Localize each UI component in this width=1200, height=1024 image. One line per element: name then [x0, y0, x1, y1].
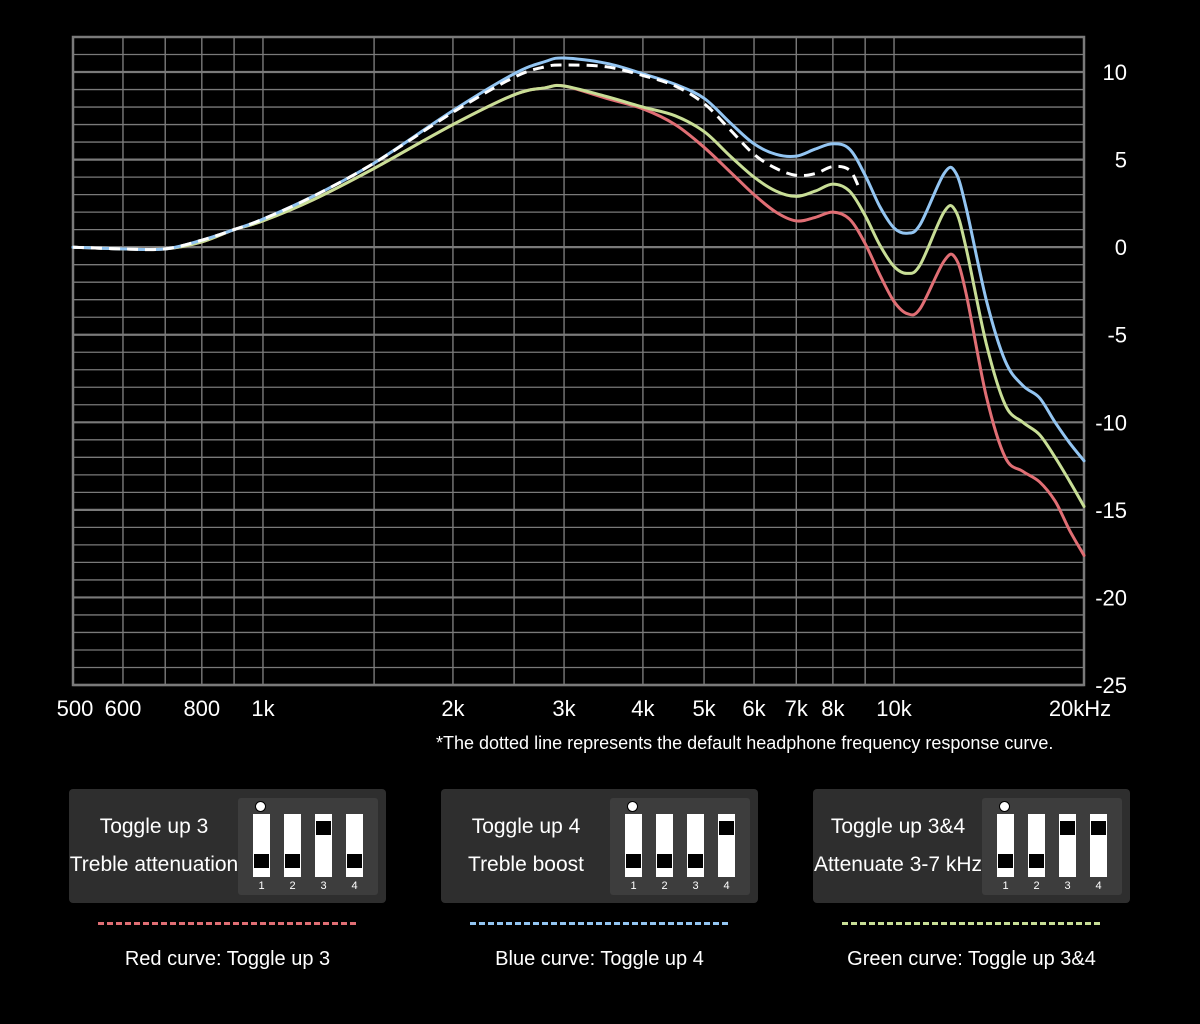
x-tick-label: 600 [105, 696, 142, 721]
x-tick-label: 6k [742, 696, 766, 721]
dip-switch-slot [315, 814, 332, 877]
card-subtitle: Treble boost [468, 853, 584, 876]
dip-switch-slot [997, 814, 1014, 877]
x-tick-label: 800 [183, 696, 220, 721]
y-tick-label: 0 [1115, 235, 1127, 260]
switch-number: 3 [1064, 880, 1071, 892]
toggle-card-red: Toggle up 3 Treble attenuation 1 2 3 4 [69, 789, 386, 903]
chart-footnote: *The dotted line represents the default … [436, 733, 1054, 753]
y-axis-ticks: 10 5 0 -5 -10 -15 -20 -25 [1095, 60, 1127, 698]
dip-switch-slot [656, 814, 673, 877]
switch-number: 4 [351, 880, 358, 892]
switch-knob-down [1029, 854, 1044, 868]
x-tick-label: 3k [552, 696, 576, 721]
switch-knob-down [285, 854, 300, 868]
switch-knob-down [688, 854, 703, 868]
switch-knob-down [626, 854, 641, 868]
switch-number: 1 [1002, 880, 1009, 892]
switch-number: 3 [320, 880, 327, 892]
dip-switch-slot [625, 814, 642, 877]
switch-number: 2 [661, 880, 668, 892]
series-line-1 [71, 83, 1086, 557]
x-tick-label: 10k [876, 696, 912, 721]
card-subtitle: Attenuate 3-7 kHz [813, 853, 983, 876]
dip-switch-slot [253, 814, 270, 877]
switch-indicator-dot [999, 801, 1010, 812]
x-tick-label: 8k [821, 696, 845, 721]
switch-knob-up [719, 821, 734, 835]
x-tick-label: 500 [57, 696, 94, 721]
dip-switch-slot [687, 814, 704, 877]
y-tick-label: -15 [1095, 498, 1127, 523]
series-line-2 [71, 56, 1086, 463]
y-tick-label: 5 [1115, 148, 1127, 173]
chart-curves [71, 56, 1086, 557]
switch-knob-down [254, 854, 269, 868]
x-tick-label: 20kHz [1049, 696, 1111, 721]
card-title: Toggle up 3&4 [830, 815, 966, 838]
chart-grid [71, 35, 1086, 687]
dip-switch-slot [718, 814, 735, 877]
card-subtitle: Treble attenuation [69, 853, 239, 876]
switch-number: 1 [258, 880, 265, 892]
x-tick-label: 7k [785, 696, 809, 721]
plot-frame [71, 35, 1086, 687]
switch-indicator-dot [627, 801, 638, 812]
series-line-3 [71, 83, 1086, 508]
frequency-response-chart: 500 600 800 1k 2k 3k 4k 5k 6k 7k 8k 10k 20kHz 10 5 0 -5… [57, 35, 1127, 721]
switch-knob-down [347, 854, 362, 868]
toggle-card-green: Toggle up 3&4 Attenuate 3-7 kHz 1 2 3 4 [813, 789, 1130, 903]
legend-label-red: Red curve: Toggle up 3 [124, 948, 331, 970]
legend-dash-blue [470, 922, 728, 925]
legend-label-green: Green curve: Toggle up 3&4 [847, 948, 1096, 970]
switch-number: 4 [1095, 880, 1102, 892]
y-tick-label: -10 [1095, 410, 1127, 435]
switch-knob-up [1060, 821, 1075, 835]
legend-dash-red [98, 922, 356, 925]
y-tick-label: -5 [1107, 323, 1127, 348]
x-tick-label: 2k [441, 696, 465, 721]
legend-label-blue: Blue curve: Toggle up 4 [495, 948, 704, 970]
card-title: Toggle up 4 [471, 815, 581, 838]
dip-switch-slot [1059, 814, 1076, 877]
dip-switch-slot [1090, 814, 1107, 877]
x-tick-label: 1k [251, 696, 275, 721]
dip-switch-slot [284, 814, 301, 877]
dip-switch: 1 2 3 4 [238, 798, 378, 895]
x-tick-label: 5k [692, 696, 716, 721]
toggle-card-blue: Toggle up 4 Treble boost 1 2 3 4 [441, 789, 758, 903]
switch-knob-up [316, 821, 331, 835]
switch-number: 4 [723, 880, 730, 892]
switch-number: 2 [289, 880, 296, 892]
switch-indicator-dot [255, 801, 266, 812]
dip-switch-slot [1028, 814, 1045, 877]
x-axis-ticks: 500 600 800 1k 2k 3k 4k 5k 6k 7k 8k 10k 20kHz [57, 696, 1112, 721]
switch-number: 2 [1033, 880, 1040, 892]
dip-switch: 1 2 3 4 [982, 798, 1122, 895]
dip-switch: 1 2 3 4 [610, 798, 750, 895]
card-title: Toggle up 3 [99, 815, 209, 838]
legend-dash-green [842, 922, 1100, 925]
x-tick-label: 4k [631, 696, 655, 721]
dip-switch-slot [346, 814, 363, 877]
series-line-0 [72, 63, 861, 252]
y-tick-label: -20 [1095, 585, 1127, 610]
switch-number: 1 [630, 880, 637, 892]
switch-number: 3 [692, 880, 699, 892]
y-tick-label: -25 [1095, 673, 1127, 698]
switch-knob-down [998, 854, 1013, 868]
switch-knob-up [1091, 821, 1106, 835]
y-tick-label: 10 [1103, 60, 1127, 85]
switch-knob-down [657, 854, 672, 868]
